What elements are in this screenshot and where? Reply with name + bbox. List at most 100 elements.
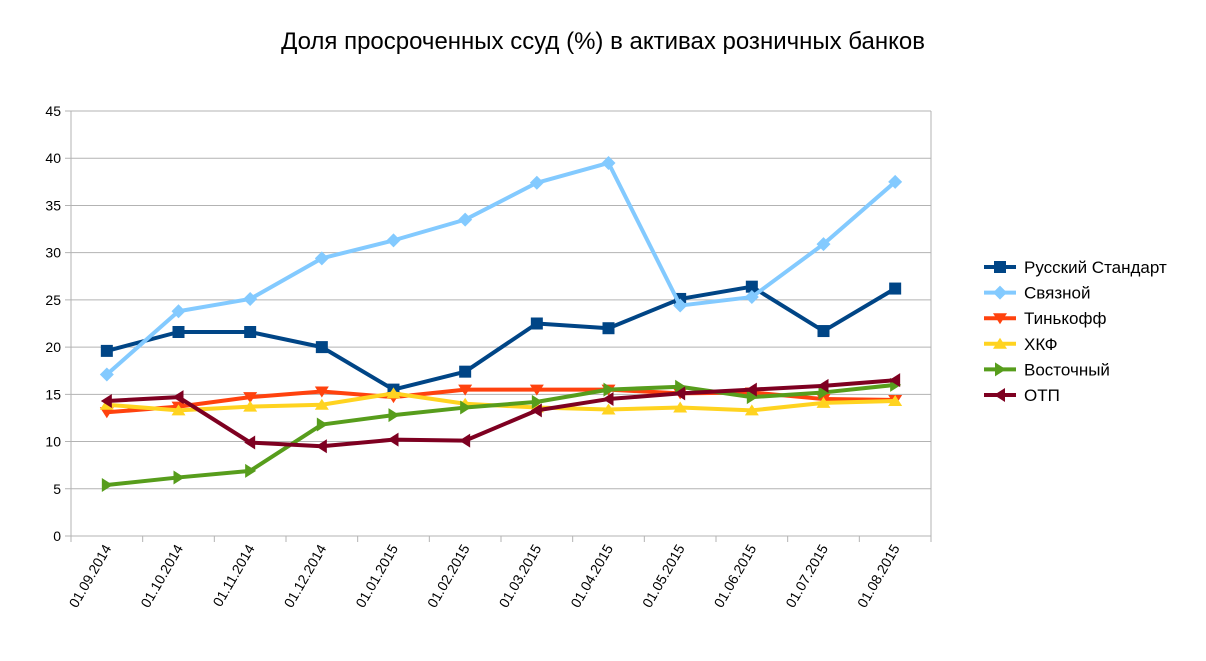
legend-item: Восточный xyxy=(984,360,1110,379)
data-point xyxy=(745,382,757,397)
data-point xyxy=(816,237,831,252)
data-point xyxy=(603,382,615,397)
chart-title: Доля просроченных ссуд (%) в активах роз… xyxy=(281,28,925,55)
legend-item: Связной xyxy=(984,284,1090,303)
data-point xyxy=(530,317,543,330)
legend-marker xyxy=(994,261,1006,273)
data-point xyxy=(386,233,401,248)
data-point xyxy=(316,417,328,432)
data-point xyxy=(888,394,903,406)
data-point xyxy=(817,325,830,338)
y-tick-label: 25 xyxy=(45,292,61,308)
legend-item: ОТП xyxy=(984,386,1060,405)
y-tick-labels: 0 5 10 15 20 25 30 35 40 45 xyxy=(45,103,61,544)
axes xyxy=(70,111,932,542)
data-point xyxy=(458,384,473,396)
data-point xyxy=(889,282,902,295)
x-tick-label: 01.08.2015 xyxy=(854,541,903,610)
x-tick-labels: 01.09.2014 01.10.2014 01.11.2014 01.12.2014… xyxy=(66,541,903,610)
legend-marker xyxy=(995,362,1006,377)
x-tick-label: 01.03.2015 xyxy=(496,541,545,610)
data-point xyxy=(171,304,186,319)
data-point xyxy=(673,401,688,413)
x-tick-label: 01.01.2015 xyxy=(352,541,401,610)
data-point xyxy=(602,322,615,335)
data-point xyxy=(744,404,759,416)
series xyxy=(100,373,901,454)
data-point xyxy=(601,155,616,170)
data-point xyxy=(530,403,542,418)
y-tick-label: 35 xyxy=(45,197,61,213)
y-tick-label: 0 xyxy=(53,528,61,544)
x-tick-label: 01.11.2014 xyxy=(209,541,257,609)
data-point xyxy=(888,174,903,189)
data-point xyxy=(100,393,112,408)
data-point xyxy=(172,390,184,405)
legend-label: ОТП xyxy=(1024,386,1060,405)
grid-lines xyxy=(65,110,931,537)
legend-item: Русский Стандарт xyxy=(984,258,1167,277)
legend-item: Тинькофф xyxy=(984,309,1106,328)
series xyxy=(101,377,902,492)
legend: Русский Стандарт Связной Тинькофф ХКФ Восточ… xyxy=(984,258,1167,405)
data-point xyxy=(889,373,901,388)
data-point xyxy=(460,400,472,415)
legend-label: ХКФ xyxy=(1024,335,1058,354)
legend-item: ХКФ xyxy=(984,335,1058,354)
data-point xyxy=(387,432,399,447)
data-point xyxy=(171,404,186,416)
x-tick-label: 01.09.2014 xyxy=(66,541,115,610)
data-point xyxy=(314,251,329,266)
data-point xyxy=(245,463,257,478)
data-point xyxy=(243,392,258,404)
y-tick-label: 20 xyxy=(45,339,61,355)
x-tick-label: 01.06.2015 xyxy=(711,541,760,610)
legend-label: Русский Стандарт xyxy=(1024,258,1167,277)
x-tick-label: 01.04.2015 xyxy=(567,541,616,610)
series xyxy=(100,280,902,396)
legend-marker xyxy=(993,285,1007,300)
data-point xyxy=(818,385,830,400)
data-point xyxy=(386,387,401,399)
series-lines xyxy=(99,155,903,492)
data-point xyxy=(243,400,258,412)
data-point xyxy=(675,379,687,394)
x-tick-label: 01.12.2014 xyxy=(281,541,330,610)
data-point xyxy=(674,386,686,401)
series-line xyxy=(104,284,898,392)
data-point xyxy=(314,386,329,398)
data-point xyxy=(673,298,688,313)
data-point xyxy=(314,398,329,410)
data-point xyxy=(172,326,185,338)
x-tick-label: 01.02.2015 xyxy=(424,541,473,610)
y-tick-label: 45 xyxy=(45,103,61,119)
y-tick-label: 10 xyxy=(45,434,61,450)
data-point xyxy=(173,470,185,485)
data-point xyxy=(601,403,616,415)
legend-label: Восточный xyxy=(1024,360,1110,379)
data-point xyxy=(315,341,328,354)
series-line xyxy=(104,378,898,449)
data-point xyxy=(315,439,327,454)
y-tick-label: 30 xyxy=(45,245,61,261)
data-point xyxy=(100,344,113,357)
x-tick-label: 01.05.2015 xyxy=(639,541,688,610)
data-point xyxy=(529,175,544,190)
data-point xyxy=(746,390,758,405)
data-point xyxy=(744,290,759,305)
data-point xyxy=(745,280,758,293)
data-point xyxy=(602,392,614,407)
data-point xyxy=(458,212,473,227)
y-tick-label: 5 xyxy=(53,481,61,497)
data-point xyxy=(388,408,400,423)
series-line xyxy=(104,387,898,415)
data-point xyxy=(244,435,256,450)
legend-marker xyxy=(993,313,1007,325)
data-point xyxy=(817,378,829,393)
data-point xyxy=(529,384,544,396)
data-point xyxy=(816,396,831,408)
x-tick-label: 01.07.2015 xyxy=(782,541,831,610)
legend-marker xyxy=(993,337,1007,349)
legend-marker xyxy=(994,388,1005,402)
